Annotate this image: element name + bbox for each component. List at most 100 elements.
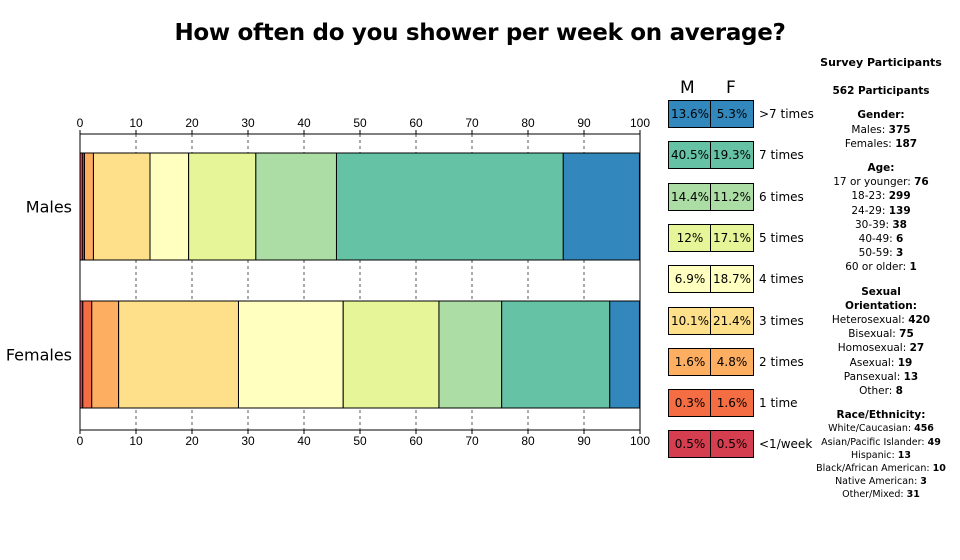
stat-value: 31 <box>906 489 920 501</box>
stat-label: Males: <box>851 123 889 136</box>
participant-stat: Bisexual: 75 <box>806 327 956 341</box>
top-tick-label-0: 0 <box>77 116 84 130</box>
bar-females-6 <box>438 300 503 409</box>
legend-label: >7 times <box>759 107 814 121</box>
group-heading: Race/Ethnicity: <box>836 409 926 422</box>
legend-label: 4 times <box>759 272 804 286</box>
tick-labels: 0 0 10 10 20 20 30 30 40 40 50 50 60 60 70 70 80 80 90 90 10… <box>77 116 651 448</box>
top-tick-label-30: 30 <box>241 116 255 130</box>
bar-females-2 <box>91 300 120 409</box>
stat-label: 60 or older: <box>845 261 910 274</box>
top-tick-label-60: 60 <box>409 116 423 130</box>
stat-value: 1 <box>909 261 917 274</box>
stat-value: 3 <box>896 247 904 260</box>
stat-label: Asexual: <box>849 356 898 369</box>
bar-males-8 <box>562 152 640 261</box>
group-heading: Age: <box>867 162 895 175</box>
legend-label: 5 times <box>759 231 804 245</box>
bar-females-5 <box>342 300 440 409</box>
participant-stat: 60 or older: 1 <box>806 260 956 274</box>
stacked-bar-chart: 0 0 10 10 20 20 30 30 40 40 50 50 60 60 70 70 80 80 90 90 10… <box>6 116 651 448</box>
bottom-tick-label-60: 60 <box>409 434 423 448</box>
bottom-tick-label-80: 80 <box>521 434 535 448</box>
legend-cell-females: 21.4% <box>710 307 754 335</box>
bottom-tick-label-30: 30 <box>241 434 255 448</box>
legend-label: 3 times <box>759 314 804 328</box>
participant-stat: 17 or younger: 76 <box>806 175 956 189</box>
bar-males-7 <box>335 152 564 261</box>
bottom-tick-label-20: 20 <box>185 434 199 448</box>
stat-value: 19 <box>897 356 913 369</box>
top-tick-label-70: 70 <box>465 116 479 130</box>
category-label-males: Males <box>26 198 72 217</box>
bottom-tick-label-50: 50 <box>353 434 367 448</box>
bottom-tick-label-40: 40 <box>297 434 311 448</box>
column-header-females: F <box>726 78 736 98</box>
legend-row: 40.5% 19.3% 7 times <box>668 141 858 169</box>
bar-males-3 <box>92 152 151 261</box>
stat-label: Pansexual: <box>843 370 904 383</box>
bottom-tick-label-70: 70 <box>465 434 479 448</box>
stat-value: 49 <box>927 436 941 448</box>
bar-segments <box>79 152 640 409</box>
stat-label: Females: <box>844 137 896 150</box>
stat-label: 30-39: <box>854 218 893 231</box>
stat-label: Hispanic: <box>851 449 898 461</box>
participant-stat: Native American: 3 <box>806 475 956 488</box>
top-tick-label-50: 50 <box>353 116 367 130</box>
legend-cell-females: 4.8% <box>710 348 754 376</box>
participants-heading: Survey Participants <box>820 56 942 69</box>
legend-cell-males: 1.6% <box>668 348 712 376</box>
legend-label: 2 times <box>759 355 804 369</box>
age-group: Age: 17 or younger: 76 18-23: 299 24-29: 13… <box>806 161 956 275</box>
stat-value: 3 <box>920 476 927 488</box>
stat-label: White/Caucasian: <box>828 423 915 435</box>
legend-cell-females: 18.7% <box>710 265 754 293</box>
legend-cell-males: 12% <box>668 224 712 252</box>
stat-value: 187 <box>895 137 918 150</box>
legend-row: 1.6% 4.8% 2 times <box>668 348 858 376</box>
legend-row: 0.5% 0.5% <1/week <box>668 430 858 458</box>
group-heading: Gender: <box>857 109 905 122</box>
bar-females-1 <box>82 300 93 409</box>
participant-stat: Heterosexual: 420 <box>806 313 956 327</box>
legend-row: 14.4% 11.2% 6 times <box>668 183 858 211</box>
stat-label: Native American: <box>835 476 921 488</box>
legend-row: 6.9% 18.7% 4 times <box>668 265 858 293</box>
top-tick-label-100: 100 <box>630 116 650 130</box>
participant-stat: Other/Mixed: 31 <box>806 488 956 501</box>
stat-label: 24-29: <box>851 204 889 217</box>
stat-label: Asian/Pacific Islander: <box>821 436 928 448</box>
stat-value: 139 <box>888 204 911 217</box>
participants-total: 562 Participants <box>832 85 930 98</box>
bottom-tick-label-0: 0 <box>77 434 84 448</box>
participant-stat: Black/African American: 10 <box>806 462 956 475</box>
top-tick-label-10: 10 <box>129 116 143 130</box>
legend-row: 10.1% 21.4% 3 times <box>668 307 858 335</box>
legend-cell-females: 19.3% <box>710 141 754 169</box>
participant-stat: Hispanic: 13 <box>806 449 956 462</box>
stat-value: 75 <box>899 328 914 341</box>
stat-label: Other: <box>859 385 896 398</box>
gender-group: Gender: Males: 375 Females: 187 <box>806 108 956 151</box>
top-tick-label-80: 80 <box>521 116 535 130</box>
legend-cell-females: 17.1% <box>710 224 754 252</box>
stat-value: 38 <box>892 218 907 231</box>
bottom-tick-label-10: 10 <box>129 434 143 448</box>
stat-value: 375 <box>888 123 911 136</box>
legend-cell-males: 10.1% <box>668 307 712 335</box>
participant-stat: Homosexual: 27 <box>806 341 956 355</box>
participant-stat: 40-49: 6 <box>806 232 956 246</box>
legend-cell-females: 5.3% <box>710 100 754 128</box>
legend-cell-females: 1.6% <box>710 389 754 417</box>
group-heading: Sexual Orientation: <box>845 285 917 312</box>
legend-cell-males: 40.5% <box>668 141 712 169</box>
stat-value: 13 <box>903 370 919 383</box>
stat-value: 299 <box>888 190 911 203</box>
stat-value: 13 <box>897 449 911 461</box>
legend-cell-females: 11.2% <box>710 183 754 211</box>
stat-value: 10 <box>932 463 946 475</box>
legend-label: <1/week <box>759 437 813 451</box>
bar-males-2 <box>83 152 94 261</box>
bar-males-5 <box>188 152 257 261</box>
